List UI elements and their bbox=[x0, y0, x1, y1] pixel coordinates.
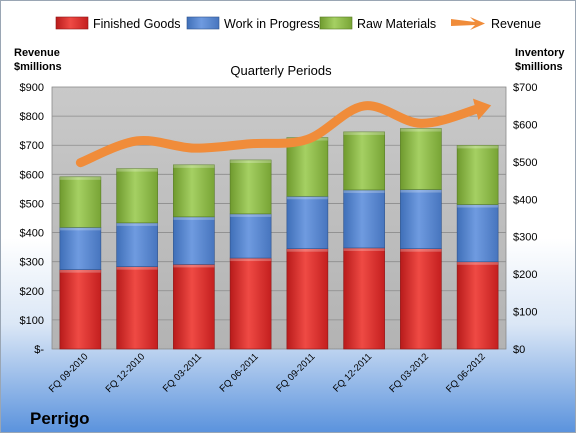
bar-series bbox=[59, 128, 499, 350]
company-name: Perrigo bbox=[30, 409, 90, 428]
legend-label-finished-goods: Finished Goods bbox=[93, 17, 181, 31]
right-tick-label: $100 bbox=[513, 307, 537, 319]
bar-highlight bbox=[116, 168, 158, 172]
left-tick-label: $200 bbox=[20, 286, 44, 298]
right-axis-title-line1: Inventory bbox=[515, 47, 565, 59]
bar-finished-goods bbox=[173, 264, 215, 350]
right-tick-label: $400 bbox=[513, 194, 537, 206]
bar-highlight bbox=[286, 196, 328, 200]
bar-raw-materials bbox=[173, 164, 215, 218]
legend-swatch-raw-materials bbox=[319, 16, 353, 30]
legend-swatch-revenue bbox=[451, 17, 485, 30]
right-tick-label: $700 bbox=[513, 82, 537, 94]
bar-highlight bbox=[457, 145, 499, 149]
left-tick-label: $300 bbox=[20, 257, 44, 269]
legend-label-work-in-progress: Work in Progress bbox=[224, 17, 320, 31]
bar-raw-materials bbox=[116, 168, 158, 224]
left-tick-label: $500 bbox=[20, 198, 44, 210]
legend: Finished Goods Work in Progress Raw Mate… bbox=[55, 16, 541, 31]
bar-highlight bbox=[400, 189, 442, 193]
bar-raw-materials bbox=[229, 159, 272, 215]
right-tick-label: $200 bbox=[513, 269, 537, 281]
bar-work-in-progress bbox=[116, 222, 158, 267]
bar-highlight bbox=[230, 258, 272, 262]
bar-highlight bbox=[116, 222, 158, 226]
left-tick-label: $900 bbox=[20, 82, 44, 94]
bar-raw-materials bbox=[400, 128, 442, 190]
bar-highlight bbox=[343, 247, 385, 251]
category-label: FQ 06-2011 bbox=[218, 351, 261, 394]
bar-finished-goods bbox=[400, 248, 442, 350]
left-tick-label: $100 bbox=[20, 315, 44, 327]
bar-finished-goods bbox=[286, 248, 329, 350]
bar-raw-materials bbox=[343, 131, 385, 191]
right-tick-label: $300 bbox=[513, 232, 537, 244]
legend-label-raw-materials: Raw Materials bbox=[357, 17, 436, 31]
revenue-line bbox=[75, 101, 483, 168]
bar-highlight bbox=[343, 131, 385, 135]
bar-highlight bbox=[400, 248, 442, 252]
right-tick-label: $0 bbox=[513, 344, 525, 356]
chart-title: Quarterly Periods bbox=[230, 63, 332, 78]
left-tick-label: $- bbox=[34, 344, 44, 356]
bar-work-in-progress bbox=[343, 189, 385, 249]
left-axis-title-line1: Revenue bbox=[14, 47, 60, 59]
bar-highlight bbox=[230, 213, 272, 217]
right-axis-title-line2: $millions bbox=[515, 61, 563, 73]
category-label: FQ 03-2011 bbox=[161, 351, 204, 394]
left-tick-label: $700 bbox=[20, 140, 44, 152]
category-label: FQ 09-2011 bbox=[274, 351, 317, 394]
right-tick-label: $500 bbox=[513, 157, 537, 169]
category-label: FQ 03-2012 bbox=[387, 351, 431, 395]
bar-work-in-progress bbox=[400, 189, 442, 249]
right-tick-label: $600 bbox=[513, 119, 537, 131]
bar-highlight bbox=[59, 269, 101, 273]
left-axis-ticks: $- $100 $200 $300 $400 $500 $600 $700 $800 $900 bbox=[20, 82, 45, 356]
category-label: FQ 06-2012 bbox=[444, 351, 488, 395]
bar-highlight bbox=[59, 227, 101, 231]
bar-work-in-progress bbox=[229, 213, 272, 259]
bar-highlight bbox=[173, 216, 215, 220]
bar-work-in-progress bbox=[456, 204, 499, 263]
legend-swatch-work-in-progress bbox=[186, 16, 220, 30]
bar-finished-goods bbox=[59, 269, 102, 350]
bar-highlight bbox=[343, 189, 385, 193]
bar-raw-materials bbox=[286, 137, 329, 197]
right-axis-ticks: $0 $100 $200 $300 $400 $500 $600 $700 bbox=[513, 82, 537, 356]
bar-work-in-progress bbox=[286, 195, 329, 249]
bar-finished-goods bbox=[229, 257, 272, 350]
bar-work-in-progress bbox=[173, 216, 215, 265]
category-label: FQ 12-2011 bbox=[331, 351, 374, 394]
legend-swatch-finished-goods bbox=[55, 16, 89, 30]
category-label: FQ 09-2010 bbox=[47, 351, 91, 395]
bar-highlight bbox=[230, 159, 272, 163]
bar-highlight bbox=[457, 261, 499, 265]
revenue-arrowhead bbox=[472, 98, 492, 120]
left-axis-title-line2: $millions bbox=[14, 61, 62, 73]
bar-raw-materials bbox=[59, 176, 102, 228]
left-tick-label: $800 bbox=[20, 111, 44, 123]
bar-highlight bbox=[286, 248, 328, 252]
bar-highlight bbox=[59, 176, 101, 180]
bar-finished-goods bbox=[456, 261, 499, 350]
bar-work-in-progress bbox=[59, 227, 102, 270]
left-tick-label: $400 bbox=[20, 228, 44, 240]
revenue-line-series bbox=[75, 98, 492, 168]
bar-highlight bbox=[173, 164, 215, 168]
bar-highlight bbox=[400, 128, 442, 132]
category-label: FQ 12-2010 bbox=[104, 351, 148, 395]
bar-highlight bbox=[116, 266, 158, 270]
bar-finished-goods bbox=[116, 266, 158, 350]
bar-raw-materials bbox=[456, 145, 499, 205]
category-labels: FQ 09-2010 FQ 12-2010 FQ 03-2011 FQ 06-2011… bbox=[47, 351, 488, 395]
bar-highlight bbox=[173, 264, 215, 268]
left-tick-label: $600 bbox=[20, 169, 44, 181]
bar-finished-goods bbox=[343, 247, 385, 350]
legend-label-revenue: Revenue bbox=[491, 17, 541, 31]
bar-highlight bbox=[457, 204, 499, 208]
